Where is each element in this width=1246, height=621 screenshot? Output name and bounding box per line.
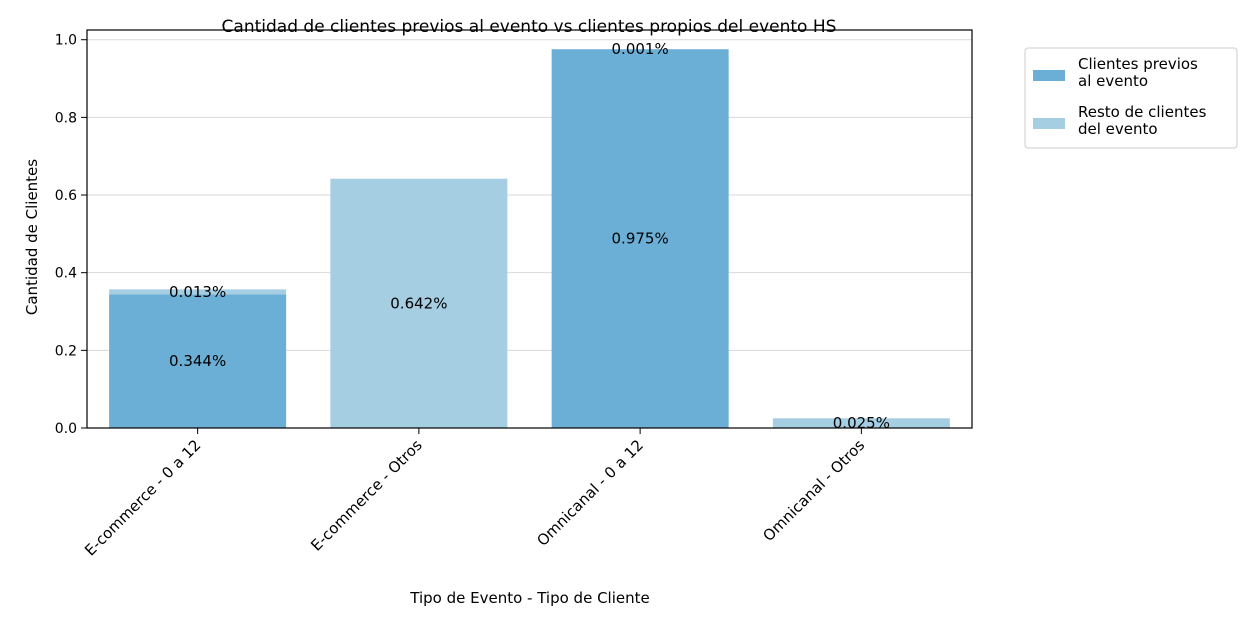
bar-value-label: 0.642% (390, 294, 447, 312)
bar-segment (330, 178, 508, 428)
chart-title: Cantidad de clientes previos al evento v… (222, 17, 837, 37)
legend: Clientes previos al evento Resto de client… (1024, 47, 1238, 149)
x-tick-label: Omnicanal - 0 a 12 (533, 436, 647, 550)
y-tick-label: 1.0 (55, 33, 77, 49)
x-tick-label: E-commerce - Otros (307, 436, 426, 555)
bars (109, 49, 950, 428)
x-tick-label: Omnicanal - Otros (759, 436, 868, 545)
x-axis-ticks: E-commerce - 0 a 12 E-commerce - Otros Omn… (81, 428, 868, 559)
legend-box (1024, 47, 1238, 149)
bar-segment (109, 294, 287, 428)
bar-labels: 0.344%0.013%0.642%0.975%0.001%0.025% (169, 40, 890, 432)
y-tick-label: 0.4 (55, 266, 77, 282)
bar-segment (109, 289, 287, 295)
y-axis-ticks: 0.0 0.2 0.4 0.6 0.8 1.0 (55, 33, 87, 437)
legend-swatch (1033, 70, 1065, 81)
bar-segment (551, 49, 729, 428)
bar-value-label: 0.344% (169, 352, 226, 370)
bar-segment (551, 49, 729, 50)
x-axis-label: Tipo de Evento - Tipo de Cliente (409, 589, 649, 607)
plot-frame (86, 29, 973, 429)
y-axis-label: Cantidad de Clientes (23, 159, 41, 315)
bar-value-label: 0.975% (612, 230, 669, 248)
bar-value-label: 0.013% (169, 283, 226, 301)
bar-segment (772, 418, 950, 428)
x-tick-label: E-commerce - 0 a 12 (81, 436, 204, 559)
y-tick-label: 0.0 (55, 421, 77, 437)
y-tick-label: 0.2 (55, 343, 77, 359)
legend-label: Resto de clientes del evento (1078, 103, 1207, 138)
y-tick-label: 0.6 (55, 188, 77, 204)
axes (86, 29, 973, 429)
bar-value-label: 0.001% (612, 40, 669, 58)
legend-label: Clientes previos al evento (1078, 55, 1198, 90)
y-tick-label: 0.8 (55, 110, 77, 126)
legend-swatch (1033, 118, 1065, 129)
